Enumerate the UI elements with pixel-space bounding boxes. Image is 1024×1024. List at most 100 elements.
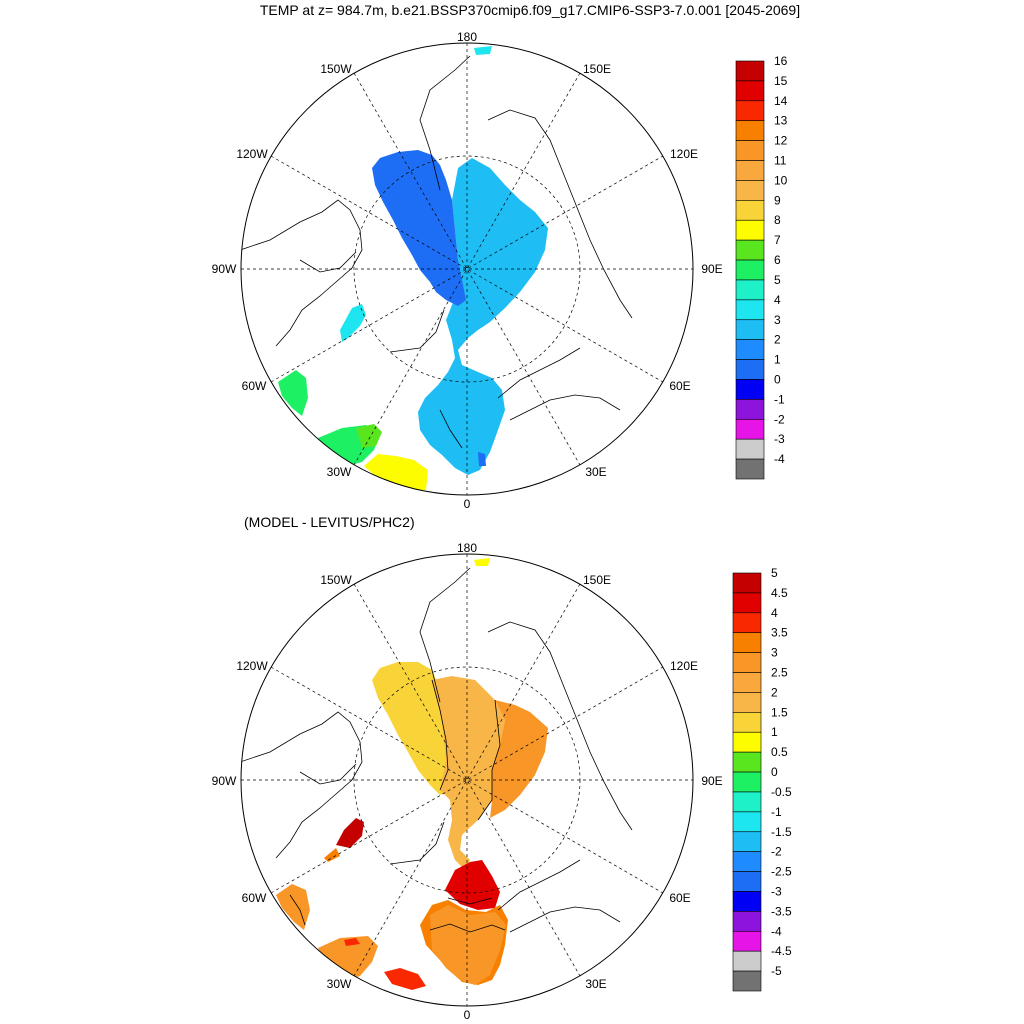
bottom-colorbar-swatch <box>732 871 762 892</box>
bottom-lon-0: 0 <box>464 1008 471 1022</box>
bottom-colorbar-label: -5 <box>771 964 782 978</box>
top-lon-180: 180 <box>457 30 477 44</box>
top-lon-30w: 30W <box>327 465 352 479</box>
top-colorbar-swatch <box>735 359 765 380</box>
bottom-baffin-hotspot <box>336 818 364 848</box>
bottom-central-basin-field <box>432 676 505 870</box>
top-colorbar-swatch <box>735 379 765 400</box>
top-lon-60w: 60W <box>242 379 267 393</box>
bottom-coastlines <box>241 567 633 933</box>
bottom-lon-60w: 60W <box>242 891 267 905</box>
top-colorbar-swatch <box>735 259 765 281</box>
top-lon-120w: 120W <box>236 147 268 161</box>
top-graticule <box>241 43 693 495</box>
bottom-eurasian-basin-field <box>490 700 548 818</box>
top-colorbar-label: 13 <box>774 114 788 128</box>
bottom-map-border <box>240 553 694 1007</box>
top-lon-90e: 90E <box>701 262 722 276</box>
top-colorbar-label: 16 <box>774 54 788 68</box>
bottom-longitude-labels: 180 150W 150E 120W 120E 90W 90E 60W 60E … <box>212 541 723 1022</box>
bottom-colorbar-swatch <box>732 712 762 733</box>
top-colorbar-swatch <box>735 100 765 122</box>
bottom-lon-30w: 30W <box>327 977 352 991</box>
bottom-lon-150w: 150W <box>320 573 352 587</box>
bottom-colorbar-label: -1 <box>771 805 782 819</box>
top-canadian-basin-field <box>372 150 466 306</box>
bottom-colorbar-swatch <box>732 632 762 653</box>
top-colorbar-label: -3 <box>774 432 785 446</box>
main-title: TEMP at z= 984.7m, b.e21.BSSP370cmip6.f0… <box>259 2 801 18</box>
top-colorbar-label: 10 <box>774 173 788 187</box>
top-colorbar-swatch <box>735 80 765 102</box>
bottom-colorbar-label: -3 <box>771 884 782 898</box>
bottom-colorbar-label: 2.5 <box>771 666 788 680</box>
bottom-lon-60e: 60E <box>669 891 690 905</box>
top-colorbar-label: -4 <box>774 452 785 466</box>
top-colorbar-swatch <box>735 140 765 161</box>
bottom-bering-patch <box>474 558 490 566</box>
bottom-lon-90e: 90E <box>701 774 722 788</box>
bottom-colorbar: 5 4.5 4 3.5 3 2.5 2 1.5 1 0.5 0 -0.5 -1 -1.5 -2 -2.5 -3 -… <box>732 566 792 992</box>
top-bering-patch <box>474 46 492 55</box>
bottom-colorbar-swatch <box>732 652 762 673</box>
top-colorbar-label: 3 <box>774 313 781 327</box>
bottom-colorbar-swatch <box>732 592 762 614</box>
bottom-lon-120e: 120E <box>670 659 698 673</box>
bottom-colorbar-swatch <box>732 791 762 813</box>
top-colorbar-label: 12 <box>774 134 788 148</box>
top-colorbar-label: 11 <box>774 154 787 168</box>
bottom-colorbar-label: 3 <box>771 646 778 660</box>
top-lon-90w: 90W <box>212 262 237 276</box>
top-colorbar-label: 14 <box>774 94 788 108</box>
bottom-colorbar-label: 3.5 <box>771 626 788 640</box>
bottom-graticule <box>241 554 693 1006</box>
top-colorbar-label: 9 <box>774 193 781 207</box>
top-lon-30e: 30E <box>585 465 606 479</box>
bottom-colorbar-swatch <box>732 751 762 773</box>
bottom-colorbar-swatch <box>732 692 762 713</box>
bottom-colorbar-swatch <box>732 911 762 932</box>
top-small-blue-patch <box>478 452 486 466</box>
top-colorbar-swatch <box>735 120 765 141</box>
bottom-colorbar-swatch <box>732 612 762 634</box>
top-colorbar-swatch <box>735 200 765 221</box>
top-colorbar-swatch <box>735 60 765 82</box>
top-coastlines <box>241 55 633 449</box>
top-colorbar-swatch <box>735 219 765 241</box>
bottom-colorbar-label: 0 <box>771 765 778 779</box>
bottom-colorbar-swatch <box>732 851 762 872</box>
bottom-contours <box>289 679 506 933</box>
top-colorbar-label: 1 <box>774 353 781 367</box>
top-colorbar-label: -2 <box>774 412 785 426</box>
top-colorbar-swatch <box>735 339 765 360</box>
top-colorbar-swatch <box>735 239 765 261</box>
top-colorbar-swatch <box>735 418 765 440</box>
bottom-polar-map: 180 150W 150E 120W 120E 90W 90E 60W 60E … <box>212 541 792 1022</box>
bottom-colorbar-label: -4 <box>771 924 782 938</box>
top-map-border <box>240 42 694 496</box>
top-lon-0: 0 <box>464 497 471 511</box>
bottom-colorbar-label: 2 <box>771 685 778 699</box>
bottom-colorbar-swatch <box>732 970 762 992</box>
bottom-fram-orange <box>430 905 506 985</box>
bottom-lon-120w: 120W <box>236 659 268 673</box>
top-norwegian-green <box>356 424 382 448</box>
bottom-colorbar-label: 4 <box>771 606 778 620</box>
top-colorbar-label: 15 <box>774 74 788 88</box>
bottom-lon-90w: 90W <box>212 774 237 788</box>
bottom-colorbar-label: 5 <box>771 566 778 580</box>
bottom-colorbar-label: -3.5 <box>771 904 792 918</box>
top-lon-150w: 150W <box>320 62 352 76</box>
top-lon-60e: 60E <box>669 379 690 393</box>
bottom-colorbar-label: 1 <box>771 725 778 739</box>
bottom-colorbar-swatch <box>732 950 762 972</box>
bottom-map-fill <box>241 558 633 990</box>
bottom-colorbar-label: 1.5 <box>771 705 788 719</box>
bottom-colorbar-label: -0.5 <box>771 785 792 799</box>
bottom-colorbar-label: -4.5 <box>771 944 792 958</box>
top-polar-map: 180 150W 150E 120W 120E 90W 90E 60W 60E … <box>212 30 788 511</box>
top-baffin-patch <box>340 304 366 342</box>
top-eurasian-basin-field <box>418 158 548 475</box>
top-colorbar-swatch <box>735 160 765 181</box>
